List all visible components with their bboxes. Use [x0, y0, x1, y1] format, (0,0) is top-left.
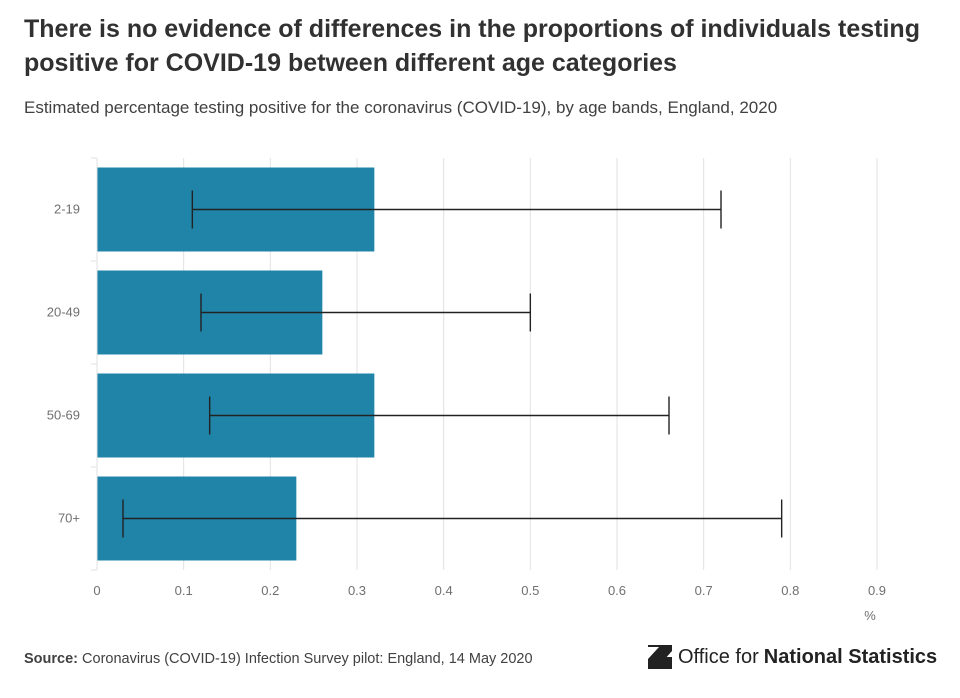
source-label: Source: — [24, 651, 78, 667]
y-axis: 2-19 20-49 50-69 70+ — [47, 157, 98, 571]
x-tick-label: 0.1 — [175, 583, 193, 598]
y-tick-label: 50-69 — [47, 408, 80, 423]
y-tick-label: 2-19 — [54, 202, 80, 217]
x-tick-label: 0.2 — [261, 583, 279, 598]
y-tick-label: 20-49 — [47, 305, 80, 320]
source-note: Source: Coronavirus (COVID-19) Infection… — [24, 651, 533, 667]
x-tick-label: 0.8 — [781, 583, 799, 598]
ons-logo: Office for National Statistics — [646, 643, 937, 671]
x-tick-label: 0.6 — [608, 583, 626, 598]
source-text: Coronavirus (COVID-19) Infection Survey … — [82, 651, 533, 667]
bar-chart: 2-19 20-49 50-69 70+ 0 0.1 0.2 0.3 0.4 0.5 0.6 0.7… — [47, 157, 886, 623]
x-axis-unit-label: % — [864, 608, 876, 623]
x-tick-label: 0.9 — [868, 583, 886, 598]
x-tick-label: 0.7 — [695, 583, 713, 598]
x-tick-label: 0.4 — [435, 583, 453, 598]
ons-logo-icon — [648, 645, 672, 669]
x-tick-label: 0.5 — [521, 583, 539, 598]
chart-title: There is no evidence of differences in t… — [24, 15, 920, 77]
logo-text-bold: National Statistics — [763, 645, 938, 668]
x-tick-label: 0.3 — [348, 583, 366, 598]
y-tick-label: 70+ — [58, 511, 80, 526]
chart-subtitle: Estimated percentage testing positive fo… — [24, 98, 778, 117]
bars — [97, 167, 375, 561]
error-bars — [122, 190, 783, 538]
logo-text-regular: Office for — [678, 645, 759, 668]
x-axis: 0 0.1 0.2 0.3 0.4 0.5 0.6 0.7 0.8 0.9 — [93, 583, 886, 598]
x-tick-label: 0 — [93, 583, 100, 598]
